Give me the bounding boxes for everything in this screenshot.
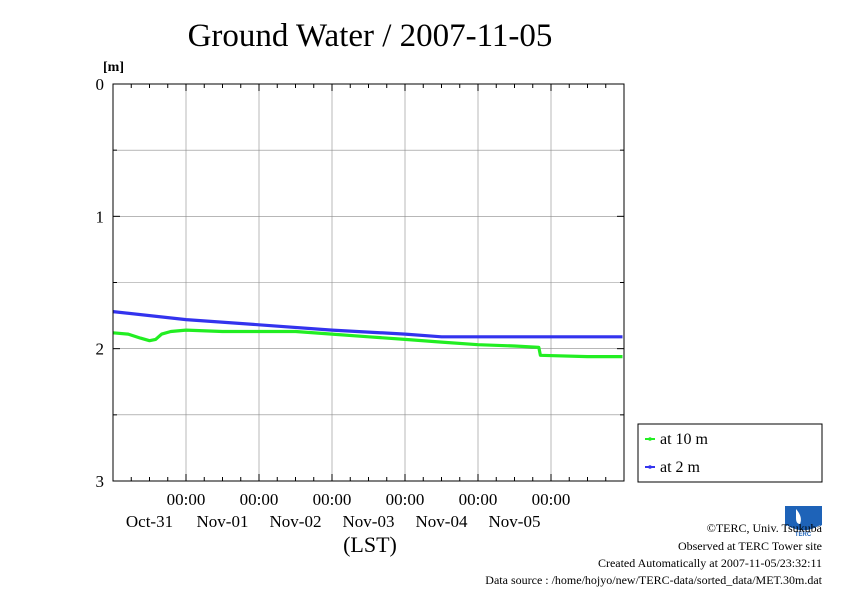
terc-logo: TERC <box>785 506 822 538</box>
legend-box <box>637 423 823 483</box>
series-line <box>112 310 623 339</box>
x-tick-date-label: Nov-02 <box>270 512 322 531</box>
x-tick-labels: 00:00 Oct-31 00:00 Nov-01 00:00 Nov-02 00:00 No… <box>126 490 570 531</box>
x-tick-date-label: Nov-05 <box>489 512 541 531</box>
legend-marker <box>648 437 652 441</box>
x-tick-time-label: 00:00 <box>386 490 425 509</box>
y-tick-label: 0 <box>96 75 105 94</box>
axis-ticks <box>112 83 625 482</box>
x-tick-date-label: Nov-04 <box>416 512 468 531</box>
x-tick-date-label: Oct-31 <box>126 512 173 531</box>
legend-label: at 2 m <box>660 459 701 476</box>
data-series <box>112 310 623 359</box>
y-tick-label: 3 <box>96 472 105 491</box>
y-tick-labels: 0 1 2 3 <box>96 75 105 491</box>
logo-wordmark: TERC <box>795 532 812 538</box>
x-tick-date-label: Nov-03 <box>343 512 395 531</box>
y-axis-unit-label: [m] <box>103 60 124 75</box>
x-tick-date-label: Nov-01 <box>197 512 249 531</box>
y-tick-label: 2 <box>96 340 105 359</box>
legend: at 10 m at 2 m <box>637 423 823 483</box>
copyright-text: ©TERC, Univ. Tsukuba <box>707 521 823 535</box>
data-source-text: Data source : /home/hojyo/new/TERC-data/… <box>485 573 822 587</box>
site-text: Observed at TERC Tower site <box>678 539 822 553</box>
legend-marker <box>648 465 652 469</box>
grid-lines <box>112 83 625 482</box>
created-text: Created Automatically at 2007-11-05/23:3… <box>598 556 822 570</box>
x-tick-time-label: 00:00 <box>240 490 279 509</box>
x-axis-label: (LST) <box>343 532 397 557</box>
plot-frame <box>112 83 625 482</box>
y-tick-label: 1 <box>96 207 105 226</box>
series-line <box>112 328 623 359</box>
x-tick-time-label: 00:00 <box>459 490 498 509</box>
x-tick-time-label: 00:00 <box>167 490 206 509</box>
legend-label: at 10 m <box>660 431 709 448</box>
x-tick-time-label: 00:00 <box>313 490 352 509</box>
chart-title: Ground Water / 2007-11-05 <box>188 18 553 54</box>
x-tick-time-label: 00:00 <box>532 490 571 509</box>
